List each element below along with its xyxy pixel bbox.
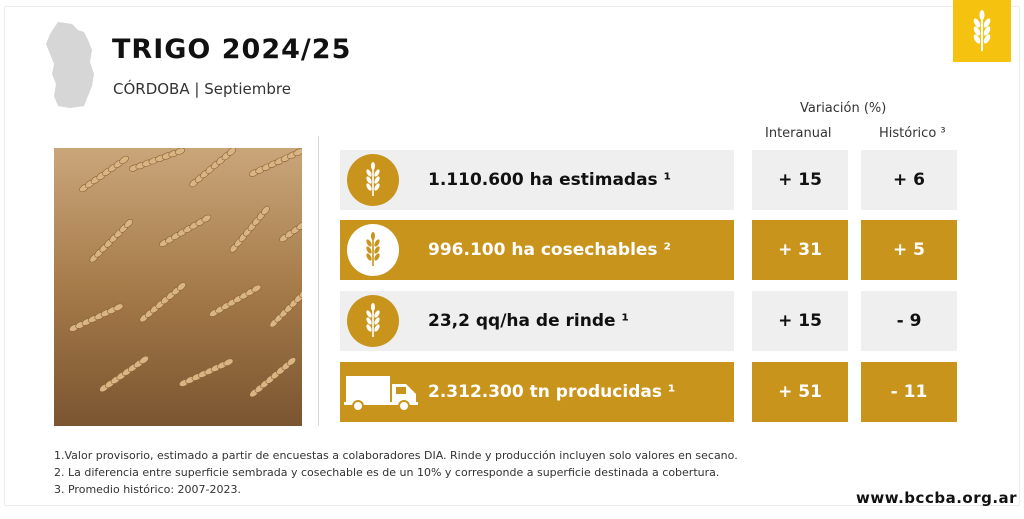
row-icon-circle [347, 154, 399, 206]
footnote: 1.Valor provisorio, estimado a partir de… [54, 449, 738, 462]
value-historico: - 9 [861, 291, 957, 351]
row-label: 1.110.600 ha estimadas ¹ [428, 170, 672, 190]
column-header-historico: Histórico ³ [879, 126, 946, 141]
row-label-box: 23,2 qq/ha de rinde ¹ [340, 291, 734, 351]
column-header-interanual: Interanual [765, 126, 832, 141]
wheat-icon [366, 232, 380, 266]
value-interanual: + 51 [752, 362, 848, 422]
website-link[interactable]: www.bccba.org.ar [856, 489, 1018, 507]
wheat-icon [366, 162, 380, 196]
row-rinde: 23,2 qq/ha de rinde ¹ + 15 - 9 [0, 291, 1024, 351]
page-subtitle: CÓRDOBA | Septiembre [113, 80, 291, 98]
wheat-icon [366, 303, 380, 337]
footnote: 2. La diferencia entre superficie sembra… [54, 466, 720, 479]
value-historico: + 6 [861, 150, 957, 210]
footnotes: 1.Valor provisorio, estimado a partir de… [54, 447, 738, 498]
value-historico: + 5 [861, 220, 957, 280]
row-label-box: 1.110.600 ha estimadas ¹ [340, 150, 734, 210]
brand-badge [953, 0, 1011, 62]
value-interanual: + 31 [752, 220, 848, 280]
row-superficie-estimada: 1.110.600 ha estimadas ¹ + 15 + 6 [0, 150, 1024, 210]
row-label: 23,2 qq/ha de rinde ¹ [428, 311, 629, 331]
footnote: 3. Promedio histórico: 2007-2023. [54, 483, 242, 496]
truck-icon [344, 376, 418, 412]
row-label: 2.312.300 tn producidas ¹ [428, 382, 676, 402]
cordoba-map-icon [46, 22, 94, 108]
value-historico: - 11 [861, 362, 957, 422]
row-icon-circle [347, 295, 399, 347]
value-interanual: + 15 [752, 291, 848, 351]
row-label: 996.100 ha cosechables ² [428, 240, 671, 260]
row-icon-circle [347, 224, 399, 276]
wheat-icon [973, 10, 991, 51]
page-title: TRIGO 2024/25 [112, 34, 352, 65]
row-label-box: 2.312.300 tn producidas ¹ [340, 362, 734, 422]
variation-title: Variación (%) [800, 101, 887, 116]
wheat-field-photo [54, 148, 302, 426]
row-superficie-cosechable: 996.100 ha cosechables ² + 31 + 5 [0, 220, 1024, 280]
row-produccion: 2.312.300 tn producidas ¹ + 51 - 11 [0, 362, 1024, 422]
divider [318, 136, 319, 426]
row-label-box: 996.100 ha cosechables ² [340, 220, 734, 280]
value-interanual: + 15 [752, 150, 848, 210]
